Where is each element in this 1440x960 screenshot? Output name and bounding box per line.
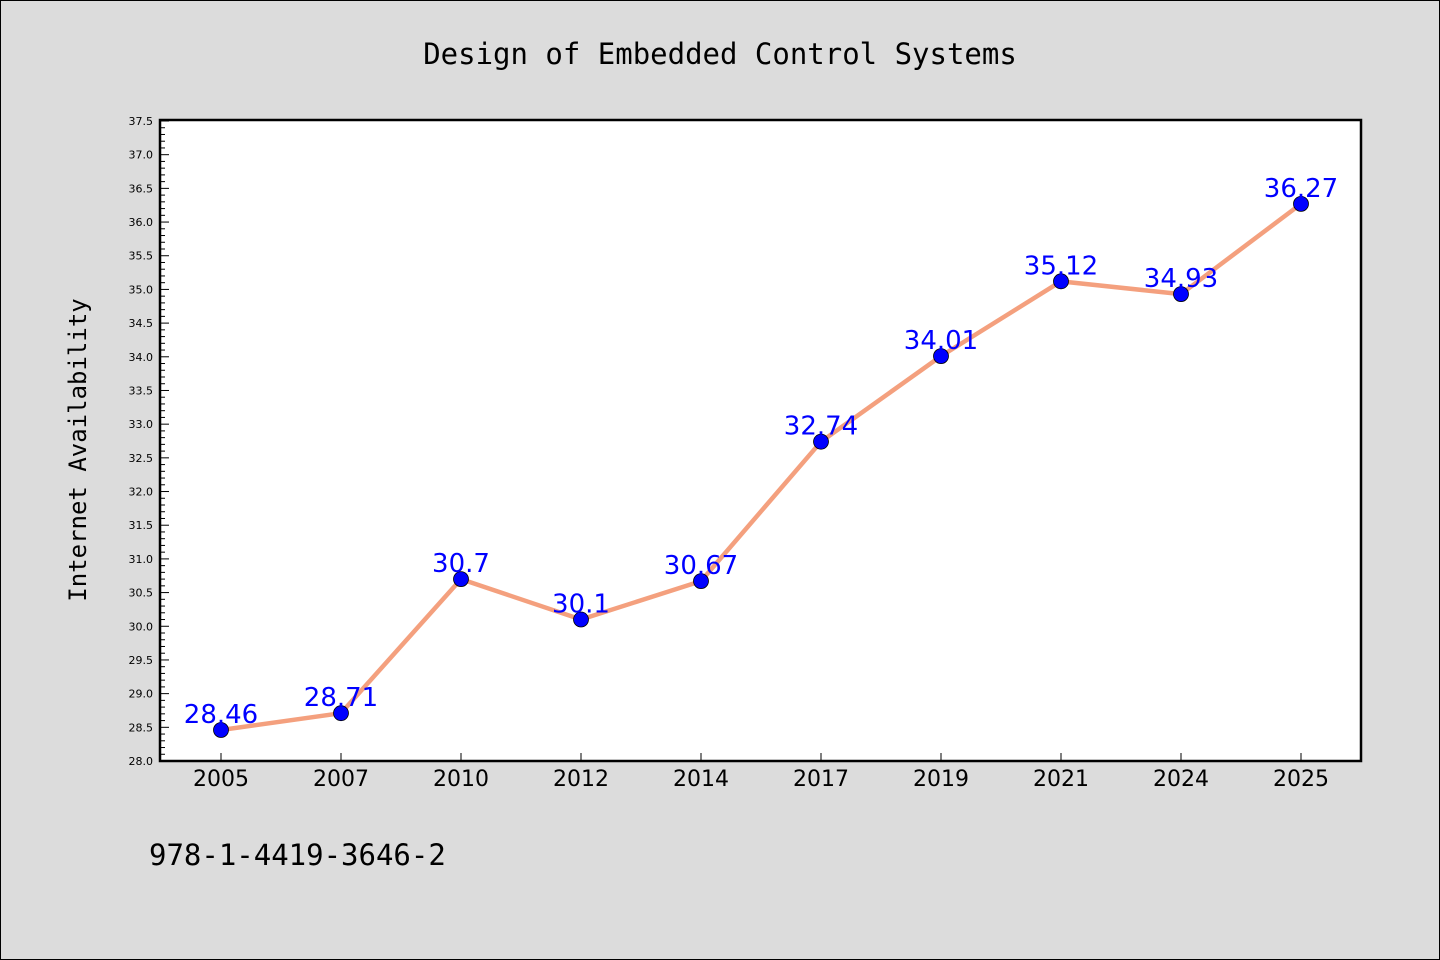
y-tick-label: 30.0 [129, 620, 154, 633]
y-tick-label: 34.0 [129, 351, 154, 364]
data-point [453, 571, 469, 588]
data-label: 30.67 [664, 551, 738, 581]
data-label: 34.01 [904, 326, 978, 356]
x-tick-label: 2014 [673, 767, 729, 792]
data-label: 34.93 [1144, 264, 1218, 294]
y-tick-label: 32.0 [129, 486, 154, 499]
data-point [213, 722, 229, 738]
y-tick-label: 32.5 [129, 452, 154, 465]
x-axis-ticks: 2005 2007 2010 2012 2014 2017 2019 2021 2024 2025 [193, 753, 1329, 792]
data-point [573, 611, 589, 628]
x-tick-label: 2005 [193, 767, 249, 792]
y-tick-label: 33.0 [129, 418, 154, 431]
data-point [1293, 195, 1309, 212]
data-point [813, 433, 829, 450]
data-label: 35.12 [1024, 251, 1098, 281]
y-tick-label: 31.5 [129, 519, 154, 532]
data-point [1173, 286, 1189, 303]
y-axis-ticks: 28.0 28.5 29.0 29.5 30.0 30.5 31.0 31.5 32.0 32.5… [129, 115, 169, 768]
x-tick-label: 2019 [913, 767, 969, 792]
y-tick-label: 33.5 [129, 384, 154, 397]
y-tick-label: 29.5 [129, 654, 154, 667]
data-label: 30.1 [552, 590, 610, 620]
y-tick-label: 29.0 [129, 688, 154, 701]
series-layer: 28.46 28.71 30.7 30.1 30.67 32.74 34.01 35.12 34… [184, 174, 1338, 738]
y-tick-label: 35.5 [129, 250, 154, 263]
data-point [693, 573, 709, 590]
plot-area [158, 118, 1363, 763]
data-label: 36.27 [1264, 174, 1338, 204]
series-line [220, 202, 1303, 733]
y-tick-label: 34.5 [129, 317, 154, 330]
y-tick-label: 28.0 [129, 755, 154, 768]
x-tick-label: 2012 [553, 767, 609, 792]
y-axis-label: Internet Availability [64, 298, 92, 601]
y-tick-label: 37.5 [129, 115, 154, 128]
y-tick-label: 36.0 [129, 216, 154, 229]
y-tick-label: 31.0 [129, 553, 154, 566]
y-tick-label: 37.0 [129, 149, 154, 162]
y-tick-label: 28.5 [129, 721, 154, 734]
data-label: 28.71 [304, 683, 378, 713]
y-tick-label: 36.5 [129, 182, 154, 195]
x-tick-label: 2021 [1033, 767, 1089, 792]
data-label: 28.46 [184, 700, 258, 730]
x-tick-label: 2010 [433, 767, 489, 792]
data-point [933, 348, 949, 365]
x-tick-label: 2025 [1273, 767, 1329, 792]
x-tick-label: 2024 [1153, 767, 1209, 792]
x-tick-label: 2017 [793, 767, 849, 792]
y-tick-label: 35.0 [129, 283, 154, 296]
y-tick-label: 30.5 [129, 587, 154, 600]
data-point [333, 705, 349, 722]
x-tick-label: 2007 [313, 767, 369, 792]
isbn-annotation: 978-1-4419-3646-2 [149, 838, 446, 872]
data-label: 30.7 [432, 549, 490, 579]
chart-title: Design of Embedded Control Systems [423, 37, 1017, 71]
data-label: 32.74 [784, 412, 858, 442]
data-point [1053, 273, 1069, 290]
